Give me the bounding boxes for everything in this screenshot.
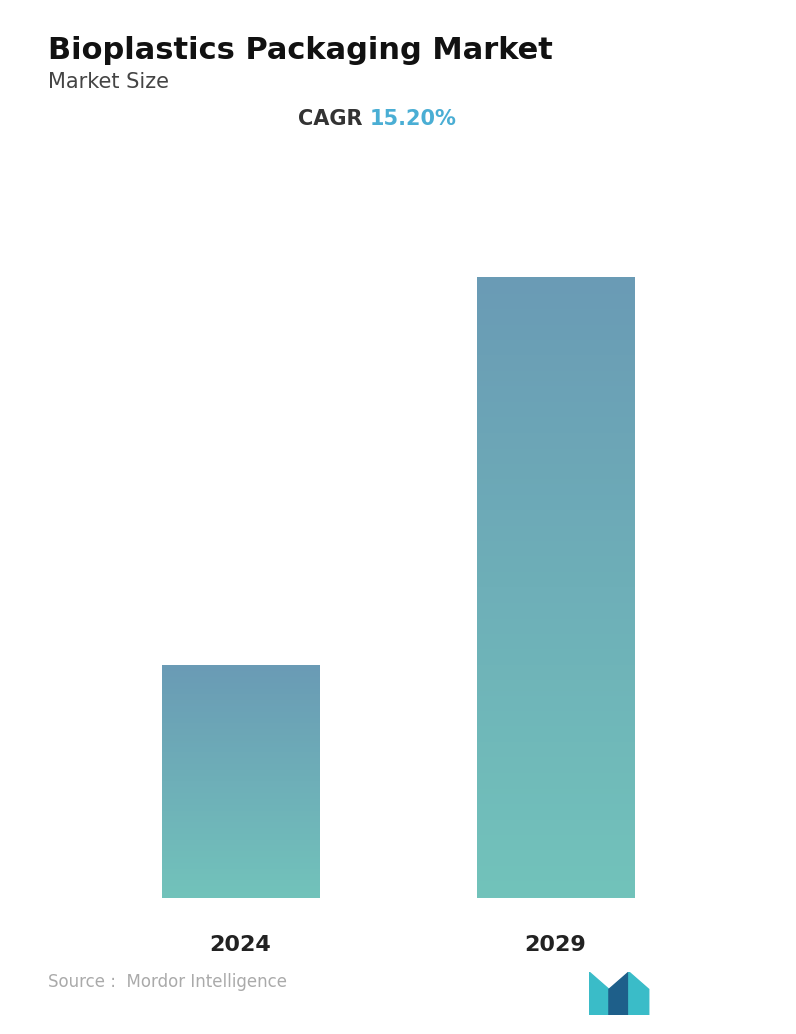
Text: 2029: 2029 xyxy=(525,935,587,954)
Text: 15.20%: 15.20% xyxy=(370,109,457,128)
Text: CAGR: CAGR xyxy=(298,109,362,128)
Text: Bioplastics Packaging Market: Bioplastics Packaging Market xyxy=(48,36,552,65)
Text: 2024: 2024 xyxy=(209,935,271,954)
Polygon shape xyxy=(629,972,649,1015)
Text: Market Size: Market Size xyxy=(48,72,169,92)
Polygon shape xyxy=(609,972,629,1015)
Text: Source :  Mordor Intelligence: Source : Mordor Intelligence xyxy=(48,973,287,991)
Polygon shape xyxy=(589,972,609,1015)
